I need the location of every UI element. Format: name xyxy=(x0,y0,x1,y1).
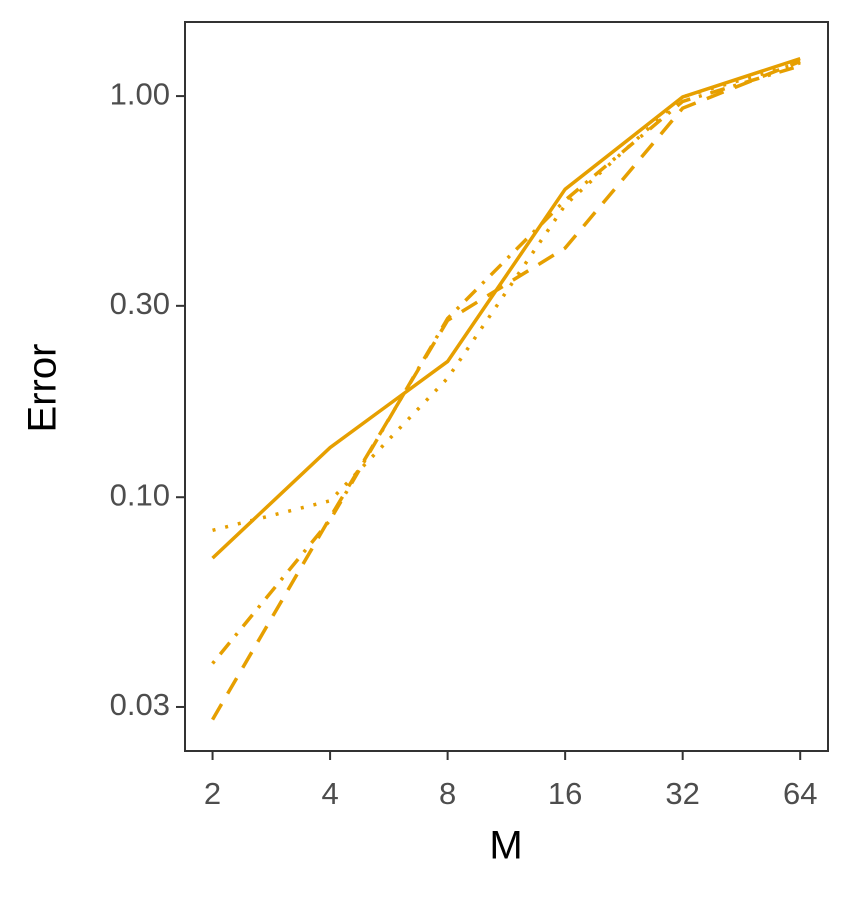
x-tick-label: 16 xyxy=(548,776,582,811)
y-tick-label: 0.30 xyxy=(110,286,170,321)
series-line xyxy=(211,56,801,560)
x-tick-label: 2 xyxy=(204,776,221,811)
x-tick-label: 64 xyxy=(783,776,817,811)
y-tick-label: 0.03 xyxy=(110,687,170,722)
plot-border xyxy=(184,21,829,752)
series-line xyxy=(212,61,801,533)
series-line xyxy=(211,59,801,721)
x-tick-label: 4 xyxy=(321,776,338,811)
y-tick-label: 1.00 xyxy=(110,76,170,111)
x-tick-label: 32 xyxy=(665,776,699,811)
x-axis-title: M xyxy=(489,824,522,868)
y-axis-title: Error xyxy=(21,344,65,433)
x-tick-label: 8 xyxy=(439,776,456,811)
y-tick-label: 0.10 xyxy=(110,477,170,512)
series-line xyxy=(211,64,801,665)
